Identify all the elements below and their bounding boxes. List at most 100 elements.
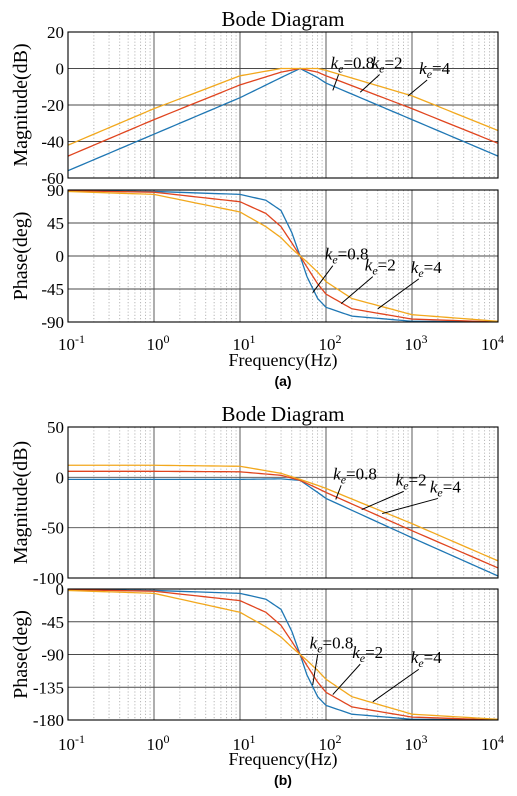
annotation-label: ke=4 [430, 477, 461, 499]
y-tick-label: -180 [33, 711, 64, 730]
annotation-subscript: e [418, 656, 424, 670]
annotation-k: k [365, 256, 373, 275]
annotation-subscript: e [418, 266, 424, 280]
x-tick-exponent: 2 [336, 732, 342, 746]
y-tick-label: -135 [33, 678, 64, 697]
series-line-ke=4 [68, 589, 498, 720]
annotation-value: =4 [424, 648, 443, 667]
annotation-value: =2 [384, 54, 402, 73]
x-tick-label: 104 [481, 732, 504, 754]
y-tick-label: -100 [33, 569, 64, 588]
y-axis-label: Magnitude(dB) [10, 43, 32, 166]
y-tick-label: 0 [56, 247, 65, 266]
panel-caption: (b) [274, 772, 292, 788]
x-tick-exponent: -1 [75, 732, 85, 746]
y-tick-label: 0 [56, 580, 65, 599]
x-axis-label: Frequency(Hz) [229, 749, 338, 770]
series-line-ke=4 [68, 67, 498, 146]
annotation-value: =2 [409, 470, 427, 489]
annotation-k: k [372, 54, 380, 73]
panel-caption: (a) [274, 373, 291, 389]
annotation-label: ke=4 [411, 648, 442, 670]
y-axis-label: Phase(deg) [10, 610, 32, 699]
annotation-leader [340, 276, 374, 305]
annotation-label: ke=0.8 [331, 54, 375, 76]
x-tick-label: 10-1 [58, 732, 85, 754]
chart-title: Bode Diagram [221, 7, 344, 31]
annotation-leader [312, 265, 334, 293]
x-tick-exponent: 0 [164, 732, 170, 746]
x-tick-base: 10 [319, 335, 336, 354]
series-line-ke=4 [68, 464, 498, 562]
x-tick-exponent: 0 [164, 332, 170, 346]
y-tick-label: -40 [41, 133, 64, 152]
annotation-value: =0.8 [323, 634, 354, 653]
annotation-label: ke=0.8 [310, 634, 354, 656]
y-tick-label: 90 [47, 181, 64, 200]
y-axis-label: Phase(deg) [10, 212, 32, 301]
x-tick-exponent: 1 [250, 732, 256, 746]
x-tick-label: 103 [405, 732, 428, 754]
x-tick-label: 102 [319, 732, 342, 754]
annotation-label: ke=4 [411, 258, 442, 280]
x-tick-label: 101 [233, 732, 256, 754]
x-tick-exponent: 4 [498, 332, 504, 346]
annotation-label: ke=0.8 [333, 464, 377, 486]
x-tick-label: 100 [147, 332, 170, 354]
y-tick-label: -60 [41, 169, 64, 188]
y-tick-label: -45 [41, 613, 64, 632]
annotation-subscript: e [317, 642, 323, 656]
x-tick-exponent: -1 [75, 332, 85, 346]
x-tick-base: 10 [58, 735, 75, 754]
annotation-k: k [419, 59, 427, 78]
annotation-k: k [325, 245, 333, 264]
annotation-leader [359, 74, 380, 93]
annotation-k: k [411, 648, 419, 667]
annotation-leader [335, 485, 342, 500]
annotation-k: k [331, 54, 339, 73]
annotation-label: ke=2 [352, 643, 383, 665]
annotation-k: k [430, 477, 438, 496]
annotation-subscript: e [338, 62, 344, 76]
x-tick-exponent: 4 [498, 732, 504, 746]
annotation-subscript: e [360, 651, 366, 665]
y-tick-label: 50 [47, 418, 64, 437]
x-tick-exponent: 1 [250, 332, 256, 346]
annotation-k: k [310, 634, 318, 653]
annotation-subscript: e [332, 253, 338, 267]
plot-frame [67, 31, 499, 179]
annotation-leader [382, 497, 439, 515]
x-tick-base: 10 [481, 335, 498, 354]
y-tick-label: 20 [47, 23, 64, 42]
x-tick-label: 103 [405, 332, 428, 354]
x-tick-base: 10 [481, 735, 498, 754]
annotation-value: =2 [365, 643, 383, 662]
annotation-label: ke=0.8 [325, 245, 369, 267]
plot-frame [67, 426, 499, 579]
annotation-label: ke=2 [365, 256, 396, 278]
x-tick-base: 10 [405, 335, 422, 354]
x-tick-base: 10 [319, 735, 336, 754]
annotation-label: ke=2 [396, 470, 427, 492]
y-tick-label: -45 [41, 280, 64, 299]
chart-title: Bode Diagram [221, 402, 344, 426]
y-tick-label: 0 [56, 468, 65, 487]
x-tick-exponent: 2 [336, 332, 342, 346]
y-axis-label: Magnitude(dB) [10, 441, 32, 564]
annotation-value: =0.8 [343, 54, 374, 73]
annotation-value: =0.8 [338, 245, 369, 264]
annotation-label: ke=4 [419, 59, 450, 81]
x-tick-base: 10 [405, 735, 422, 754]
annotation-subscript: e [341, 472, 347, 486]
x-tick-base: 10 [233, 335, 250, 354]
x-tick-label: 101 [233, 332, 256, 354]
annotation-k: k [333, 464, 341, 483]
annotation-leader [361, 490, 404, 511]
y-tick-label: 45 [47, 214, 64, 233]
plot-frame [67, 588, 499, 721]
x-tick-base: 10 [147, 735, 164, 754]
